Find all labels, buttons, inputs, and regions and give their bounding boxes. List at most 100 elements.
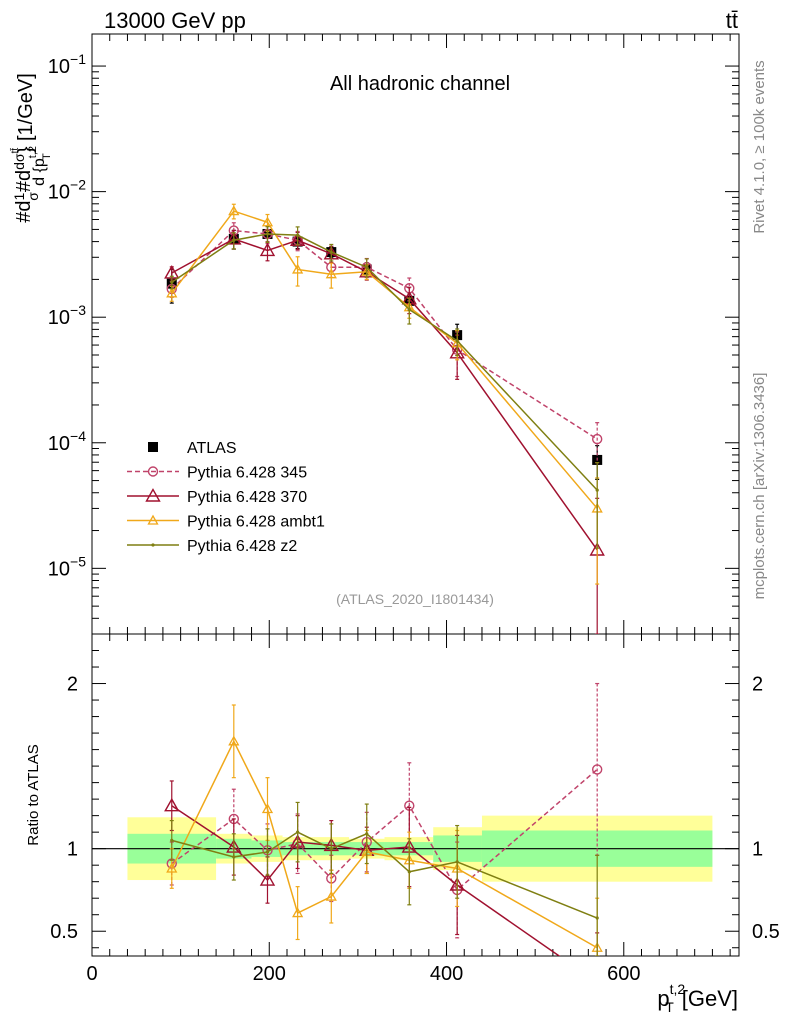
ratio-marker-ambt1-1	[228, 735, 240, 746]
legend-marker-p345	[147, 466, 159, 477]
legend-entry-z2: Pythia 6.428 z2	[127, 538, 297, 555]
main-y-label-h: t,2	[27, 146, 39, 158]
x-axis-label: pt,2 T [GeV]	[657, 981, 738, 1015]
main-marker-ambt1-4	[325, 268, 337, 279]
main-series	[164, 203, 605, 634]
y-tick-exp-1: −4	[70, 428, 86, 444]
tick-labels: 0 200 400 600 10−5 10−4 10−3 10−2 10−1 0.5 0.5 1 1 2 2	[48, 51, 780, 985]
x-label-sub: T	[665, 999, 674, 1015]
ratio-marker-z2-4	[329, 847, 333, 851]
main-y-label-e: dσ	[11, 153, 27, 170]
ratio-marker-ambt1-2	[261, 803, 274, 814]
svg-text:#d1σ#ddσtt̄d {pt,2T} [1/GeV]: #d1σ#ddσtt̄d {pt,2 T} [1/GeV]	[9, 73, 53, 223]
main-y-label-f: tt̄	[9, 147, 21, 153]
ratio-marker-z2-5	[365, 832, 369, 836]
legend-label-p370: Pythia 6.428 370	[187, 489, 307, 506]
x-tick-label-1: 200	[253, 963, 286, 985]
ratio-err-z2-8	[595, 854, 600, 956]
y-tick-exp-0: −5	[70, 553, 86, 569]
ratio-marker-p370-0	[164, 797, 180, 812]
ratio-err-ambt1-1	[231, 704, 236, 779]
legend-entry-data: ATLAS	[148, 440, 237, 457]
legend-entry-p345: Pythia 6.428 345	[127, 465, 307, 482]
main-y-label-j: } [1/GeV]	[15, 73, 37, 153]
y-tick-label-main-0: 10−5	[48, 553, 86, 580]
ratio-y-axis-label: Ratio to ATLAS	[25, 744, 42, 845]
main-err-ambt1-4	[329, 262, 334, 289]
ratio-marker-z2-2	[265, 850, 270, 854]
y-tick-exp-4: −1	[70, 51, 86, 67]
energy-label: 13000 GeV pp	[104, 8, 246, 33]
y-tick-label-ratio-l-2: 2	[67, 674, 78, 696]
main-series-p370	[164, 229, 605, 634]
legend-marker-p370	[145, 488, 161, 502]
x-label-unit: [GeV]	[682, 986, 738, 1011]
y-tick-label-ratio-l-1: 1	[67, 839, 78, 861]
x-label-sup: t,2	[670, 981, 686, 997]
y-tick-label-ratio-r-1: 1	[752, 839, 763, 861]
legend-label-data: ATLAS	[187, 440, 237, 457]
main-series-z2	[169, 226, 600, 549]
rivet-version-label: Rivet 4.1.0, ≥ 100k events	[751, 60, 768, 233]
main-marker-ambt1-0	[166, 287, 178, 298]
ratio-marker-z2-3	[296, 830, 300, 834]
ratio-marker-z2-8	[595, 916, 599, 920]
ratio-series-p345	[166, 682, 603, 939]
main-err-z2-7	[455, 328, 460, 357]
mcplots-label: mcplots.cern.ch [arXiv:1306.3436]	[751, 373, 768, 600]
y-tick-exp-2: −3	[70, 302, 86, 318]
axis-ticks	[91, 34, 739, 956]
main-marker-p370-2	[259, 242, 276, 257]
ratio-marker-p345-8	[591, 764, 603, 775]
legend-marker-z2	[151, 543, 155, 547]
main-marker-z2-1	[232, 238, 236, 242]
main-err-z2-8	[595, 461, 600, 549]
x-label-main: p	[657, 986, 669, 1011]
chart-title: All hadronic channel	[330, 73, 510, 95]
main-marker-z2-2	[265, 232, 270, 236]
ratio-marker-z2-1	[232, 855, 236, 859]
x-tick-label-3: 600	[607, 963, 640, 985]
main-marker-z2-3	[296, 233, 300, 237]
y-tick-label-main-4: 10−1	[48, 51, 86, 78]
main-marker-z2-4	[329, 250, 333, 254]
x-tick-label-0: 0	[86, 963, 97, 985]
main-y-label-g: d {p	[31, 158, 48, 186]
legend-label-ambt1: Pythia 6.428 ambt1	[187, 514, 325, 531]
ratio-series	[164, 682, 603, 956]
main-marker-ambt1-3	[292, 263, 304, 274]
main-marker-z2-8	[595, 488, 599, 492]
ratio-marker-z2-7	[455, 860, 459, 864]
main-y-label-a: #d	[13, 201, 35, 223]
ratio-marker-ambt1-0	[166, 862, 178, 873]
main-series-p345	[166, 222, 603, 464]
ratio-marker-p370-2	[259, 872, 276, 886]
main-marker-z2-6	[407, 307, 411, 312]
legend-marker-data	[148, 442, 158, 452]
y-tick-label-ratio-r-2: 2	[752, 674, 763, 696]
ratio-series-z2	[169, 801, 600, 956]
main-marker-ambt1-2	[261, 216, 274, 227]
legend-label-z2: Pythia 6.428 z2	[187, 538, 297, 555]
x-tick-label-2: 400	[430, 963, 463, 985]
ratio-marker-z2-0	[170, 838, 174, 843]
main-y-label-i: T	[41, 153, 53, 160]
analysis-watermark: (ATLAS_2020_I1801434)	[336, 591, 494, 607]
main-y-label-c: σ	[25, 192, 41, 201]
main-err-ambt1-3	[295, 256, 300, 287]
main-marker-ambt1-1	[228, 205, 240, 216]
main-y-label-b: 1	[11, 193, 27, 201]
y-tick-exp-3: −2	[70, 177, 86, 193]
legend-marker-ambt1	[147, 514, 159, 525]
y-tick-label-ratio-r-0: 0.5	[752, 921, 780, 943]
ratio-marker-z2-6	[407, 870, 411, 874]
legend-entry-ambt1: Pythia 6.428 ambt1	[127, 514, 325, 531]
main-marker-z2-0	[170, 280, 174, 284]
main-marker-z2-5	[365, 265, 369, 269]
ratio-frame	[91, 633, 740, 957]
main-marker-p345-8	[591, 433, 603, 445]
ratio-marker-ambt1-4	[325, 890, 337, 901]
y-tick-label-main-1: 10−4	[48, 428, 86, 455]
legend-label-p345: Pythia 6.428 345	[187, 465, 307, 482]
